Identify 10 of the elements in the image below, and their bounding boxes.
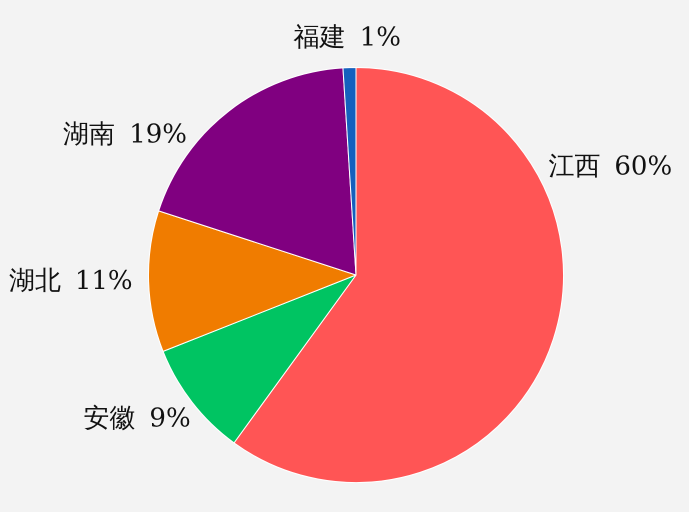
data-label: 9%: [149, 404, 191, 434]
data-label: 60%: [614, 151, 672, 182]
slice-label: 安徽: [83, 404, 136, 434]
data-label: 11%: [74, 266, 133, 296]
data-label: 19%: [129, 120, 188, 150]
data-label: 1%: [360, 22, 401, 52]
slice-label: 江西: [548, 151, 600, 182]
slice-label: 湖南: [63, 120, 116, 150]
slice-label: 福建: [294, 22, 346, 52]
slice-label: 湖北: [8, 266, 61, 296]
